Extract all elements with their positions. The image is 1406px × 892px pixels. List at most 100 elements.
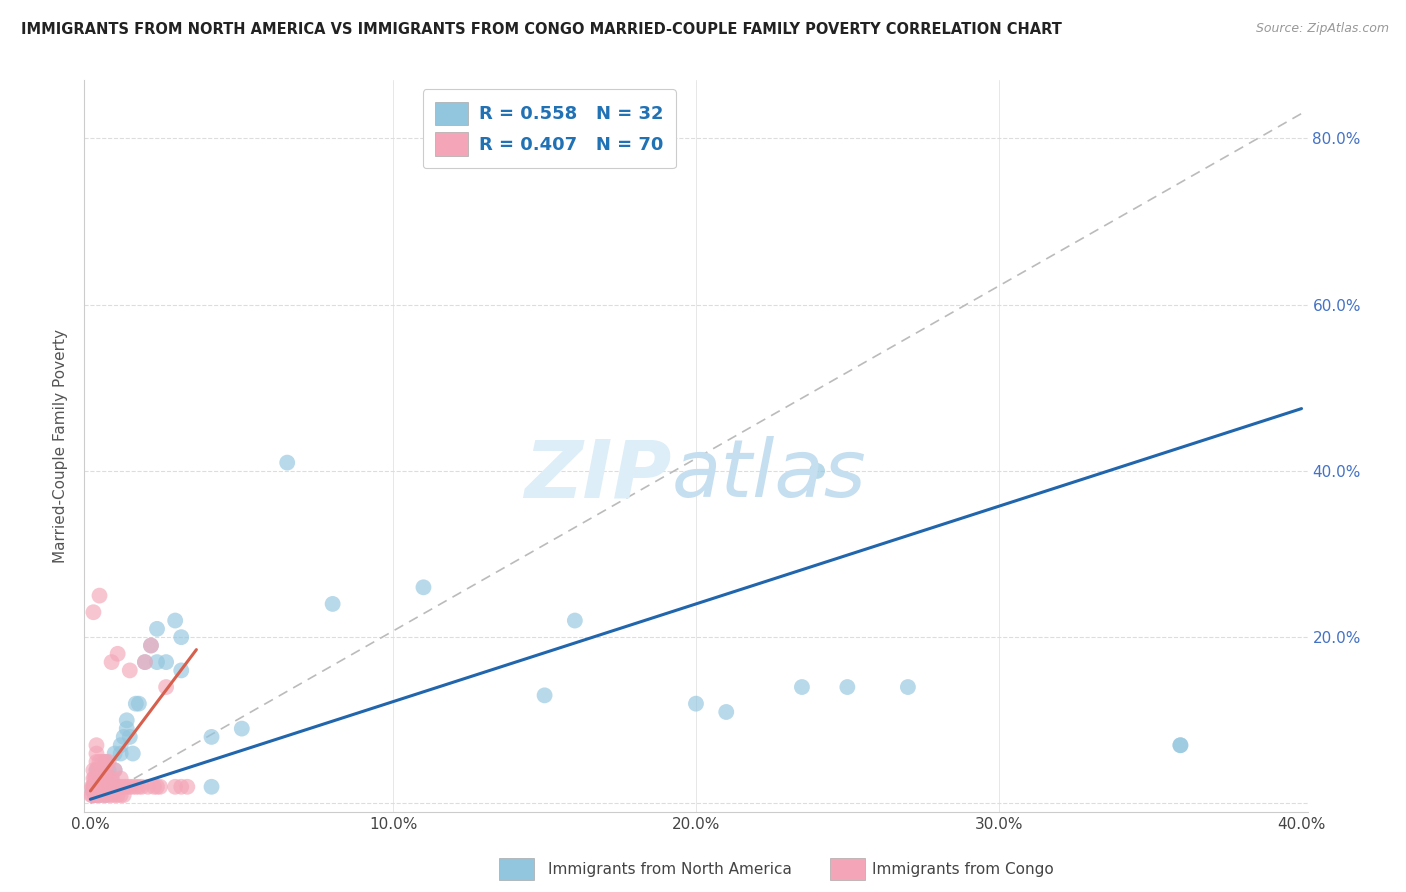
- Point: [165, 780, 187, 794]
- Point: [100, 780, 122, 794]
- Point: [104, 747, 127, 761]
- Point: [176, 780, 198, 794]
- Point: [89, 763, 111, 777]
- Point: [118, 664, 141, 678]
- Point: [1170, 738, 1192, 752]
- Point: [155, 680, 177, 694]
- Point: [94, 755, 117, 769]
- Point: [322, 597, 344, 611]
- Point: [110, 772, 132, 786]
- Point: [97, 772, 120, 786]
- Point: [86, 780, 108, 794]
- Point: [82, 780, 104, 794]
- Point: [136, 780, 159, 794]
- Point: [91, 763, 114, 777]
- Legend: R = 0.558   N = 32, R = 0.407   N = 70: R = 0.558 N = 32, R = 0.407 N = 70: [423, 89, 676, 169]
- Point: [231, 722, 253, 736]
- Point: [897, 680, 920, 694]
- Point: [146, 622, 169, 636]
- Point: [107, 780, 129, 794]
- Point: [100, 772, 122, 786]
- Point: [837, 680, 859, 694]
- Point: [1170, 738, 1192, 752]
- Point: [533, 689, 555, 703]
- Point: [121, 780, 143, 794]
- Point: [94, 788, 117, 802]
- Point: [86, 780, 108, 794]
- Point: [89, 763, 111, 777]
- Point: [139, 639, 162, 653]
- Point: [94, 755, 117, 769]
- Point: [412, 580, 434, 594]
- Point: [134, 655, 156, 669]
- Point: [82, 605, 104, 619]
- Point: [112, 788, 135, 802]
- Point: [276, 456, 298, 470]
- Point: [115, 714, 138, 728]
- Point: [118, 780, 141, 794]
- Point: [200, 730, 222, 744]
- Point: [170, 780, 193, 794]
- Point: [86, 738, 108, 752]
- Point: [155, 655, 177, 669]
- Point: [97, 763, 120, 777]
- Point: [83, 772, 105, 786]
- Point: [170, 664, 193, 678]
- Point: [91, 788, 114, 802]
- Point: [82, 784, 104, 798]
- Point: [94, 772, 117, 786]
- Point: [82, 780, 104, 794]
- Point: [100, 788, 122, 802]
- Point: [82, 772, 104, 786]
- Point: [94, 763, 117, 777]
- Point: [100, 772, 122, 786]
- Point: [87, 772, 110, 786]
- Point: [86, 747, 108, 761]
- Point: [118, 730, 141, 744]
- Point: [128, 697, 150, 711]
- Point: [115, 780, 138, 794]
- Point: [131, 780, 153, 794]
- Point: [89, 772, 111, 786]
- Point: [790, 680, 813, 694]
- Point: [104, 763, 127, 777]
- Point: [97, 755, 120, 769]
- Point: [94, 780, 117, 794]
- Point: [86, 763, 108, 777]
- Point: [86, 763, 108, 777]
- Point: [82, 788, 104, 802]
- Point: [139, 639, 162, 653]
- Point: [86, 755, 108, 769]
- Point: [91, 772, 114, 786]
- Point: [84, 772, 107, 786]
- Text: ZIP: ZIP: [524, 436, 672, 515]
- Point: [91, 780, 114, 794]
- Point: [716, 705, 738, 719]
- Point: [104, 763, 127, 777]
- Point: [107, 788, 129, 802]
- Text: Immigrants from Congo: Immigrants from Congo: [872, 863, 1053, 877]
- Point: [146, 780, 169, 794]
- Point: [83, 780, 105, 794]
- Point: [149, 780, 172, 794]
- Point: [107, 780, 129, 794]
- Y-axis label: Married-Couple Family Poverty: Married-Couple Family Poverty: [53, 329, 69, 563]
- Point: [685, 697, 707, 711]
- Point: [146, 655, 169, 669]
- Point: [165, 614, 187, 628]
- Point: [97, 780, 120, 794]
- Point: [170, 630, 193, 644]
- Point: [112, 730, 135, 744]
- Point: [806, 464, 828, 478]
- Point: [84, 788, 107, 802]
- Text: IMMIGRANTS FROM NORTH AMERICA VS IMMIGRANTS FROM CONGO MARRIED-COUPLE FAMILY POV: IMMIGRANTS FROM NORTH AMERICA VS IMMIGRA…: [21, 22, 1062, 37]
- Point: [564, 614, 586, 628]
- Point: [91, 755, 114, 769]
- Point: [83, 780, 105, 794]
- Point: [84, 788, 107, 802]
- Point: [89, 788, 111, 802]
- Point: [89, 755, 111, 769]
- Point: [80, 780, 103, 794]
- Point: [107, 647, 129, 661]
- Text: Immigrants from North America: Immigrants from North America: [548, 863, 792, 877]
